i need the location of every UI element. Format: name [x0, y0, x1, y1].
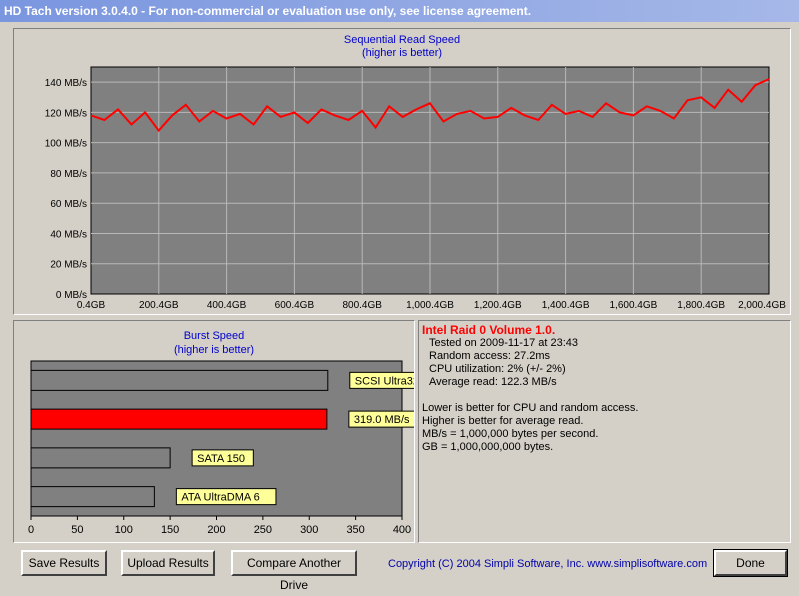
result-line: Tested on 2009-11-17 at 23:43: [429, 337, 579, 349]
upload-results-button[interactable]: Upload Results: [121, 550, 215, 576]
seq-x-tick-label: 1,600.4GB: [609, 300, 657, 311]
results-panel: Intel Raid 0 Volume 1.0. Tested on 2009-…: [418, 320, 791, 543]
burst-bar: [30, 408, 328, 430]
burst-speed-panel: Burst Speed (higher is better) SCSI Ultr…: [13, 320, 415, 543]
burst-x-tick-label: 250: [254, 524, 272, 536]
seq-chart-subtitle: (higher is better): [361, 47, 443, 59]
save-results-button[interactable]: Save Results: [21, 550, 107, 576]
burst-x-tick-label: 0: [28, 524, 34, 536]
burst-bar-label: SCSI Ultra320: [355, 375, 414, 387]
seq-y-tick-label: 20 MB/s: [50, 260, 87, 271]
seq-x-tick-label: 0.4GB: [77, 300, 106, 311]
note-line: Lower is better for CPU and random acces…: [422, 402, 639, 414]
seq-x-tick-label: 200.4GB: [139, 300, 179, 311]
seq-x-tick-label: 600.4GB: [275, 300, 315, 311]
seq-x-tick-label: 2,000.4GB: [738, 300, 786, 311]
note-line: MB/s = 1,000,000 bytes per second.: [422, 428, 599, 440]
seq-y-tick-label: 40 MB/s: [50, 229, 87, 240]
burst-x-tick-label: 350: [346, 524, 364, 536]
seq-chart-title: Sequential Read Speed: [343, 34, 461, 46]
seq-x-tick-label: 1,000.4GB: [406, 300, 454, 311]
copyright-text: Copyright (C) 2004 Simpli Software, Inc.…: [388, 558, 708, 570]
note-line: GB = 1,000,000,000 bytes.: [422, 441, 554, 453]
burst-speed-chart: SCSI Ultra320 319.0 MB/s SATA 150 ATA Ultra…: [28, 360, 414, 536]
sequential-read-panel: Sequential Read Speed (higher is better)…: [13, 28, 791, 315]
burst-bar: [30, 369, 329, 391]
burst-label-box: [349, 371, 414, 389]
burst-x-tick-label: 100: [115, 524, 133, 536]
burst-label-box: [175, 488, 277, 506]
seq-x-tick-label: 1,400.4GB: [542, 300, 590, 311]
burst-chart-subtitle: (higher is better): [173, 344, 255, 356]
burst-x-tick-label: 300: [300, 524, 318, 536]
burst-chart-title: Burst Speed: [183, 330, 245, 342]
burst-x-tick-label: 150: [161, 524, 179, 536]
seq-x-tick-label: 1,800.4GB: [677, 300, 725, 311]
seq-x-tick-label: 400.4GB: [207, 300, 247, 311]
burst-x-tick-label: 200: [207, 524, 225, 536]
seq-y-tick-label: 0 MB/s: [56, 290, 87, 301]
seq-y-tick-label: 100 MB/s: [45, 139, 87, 150]
seq-y-tick-label: 140 MB/s: [45, 78, 87, 89]
burst-bar: [30, 486, 155, 508]
sequential-read-chart: 0 MB/s 20 MB/s 40 MB/s 60 MB/s 80 MB/s 100 MB…: [45, 66, 786, 311]
read-speed-line: [90, 78, 770, 133]
result-line: CPU utilization: 2% (+/- 2%): [429, 363, 566, 375]
done-button[interactable]: Done: [713, 549, 788, 577]
burst-label-box: [191, 449, 254, 467]
burst-x-tick-label: 50: [71, 524, 83, 536]
burst-bar-label: SATA 150: [197, 453, 245, 465]
burst-bar-label: ATA UltraDMA 6: [181, 492, 259, 504]
seq-x-tick-label: 800.4GB: [342, 300, 382, 311]
result-line: Random access: 27.2ms: [429, 350, 551, 362]
seq-x-tick-label: 1,200.4GB: [474, 300, 522, 311]
seq-y-tick-label: 60 MB/s: [50, 199, 87, 210]
seq-y-tick-label: 120 MB/s: [45, 108, 87, 119]
result-line: Average read: 122.3 MB/s: [429, 376, 557, 388]
drive-name: Intel Raid 0 Volume 1.0.: [422, 323, 556, 337]
window-title: HD Tach version 3.0.4.0 - For non-commer…: [0, 0, 799, 22]
burst-label-box: [348, 410, 414, 428]
burst-bar: [30, 447, 171, 469]
compare-drive-button[interactable]: Compare Another Drive: [231, 550, 357, 592]
burst-x-tick-label: 400: [393, 524, 411, 536]
burst-bar-label: 319.0 MB/s: [354, 414, 410, 426]
note-line: Higher is better for average read.: [422, 415, 584, 427]
seq-y-tick-label: 80 MB/s: [50, 169, 87, 180]
